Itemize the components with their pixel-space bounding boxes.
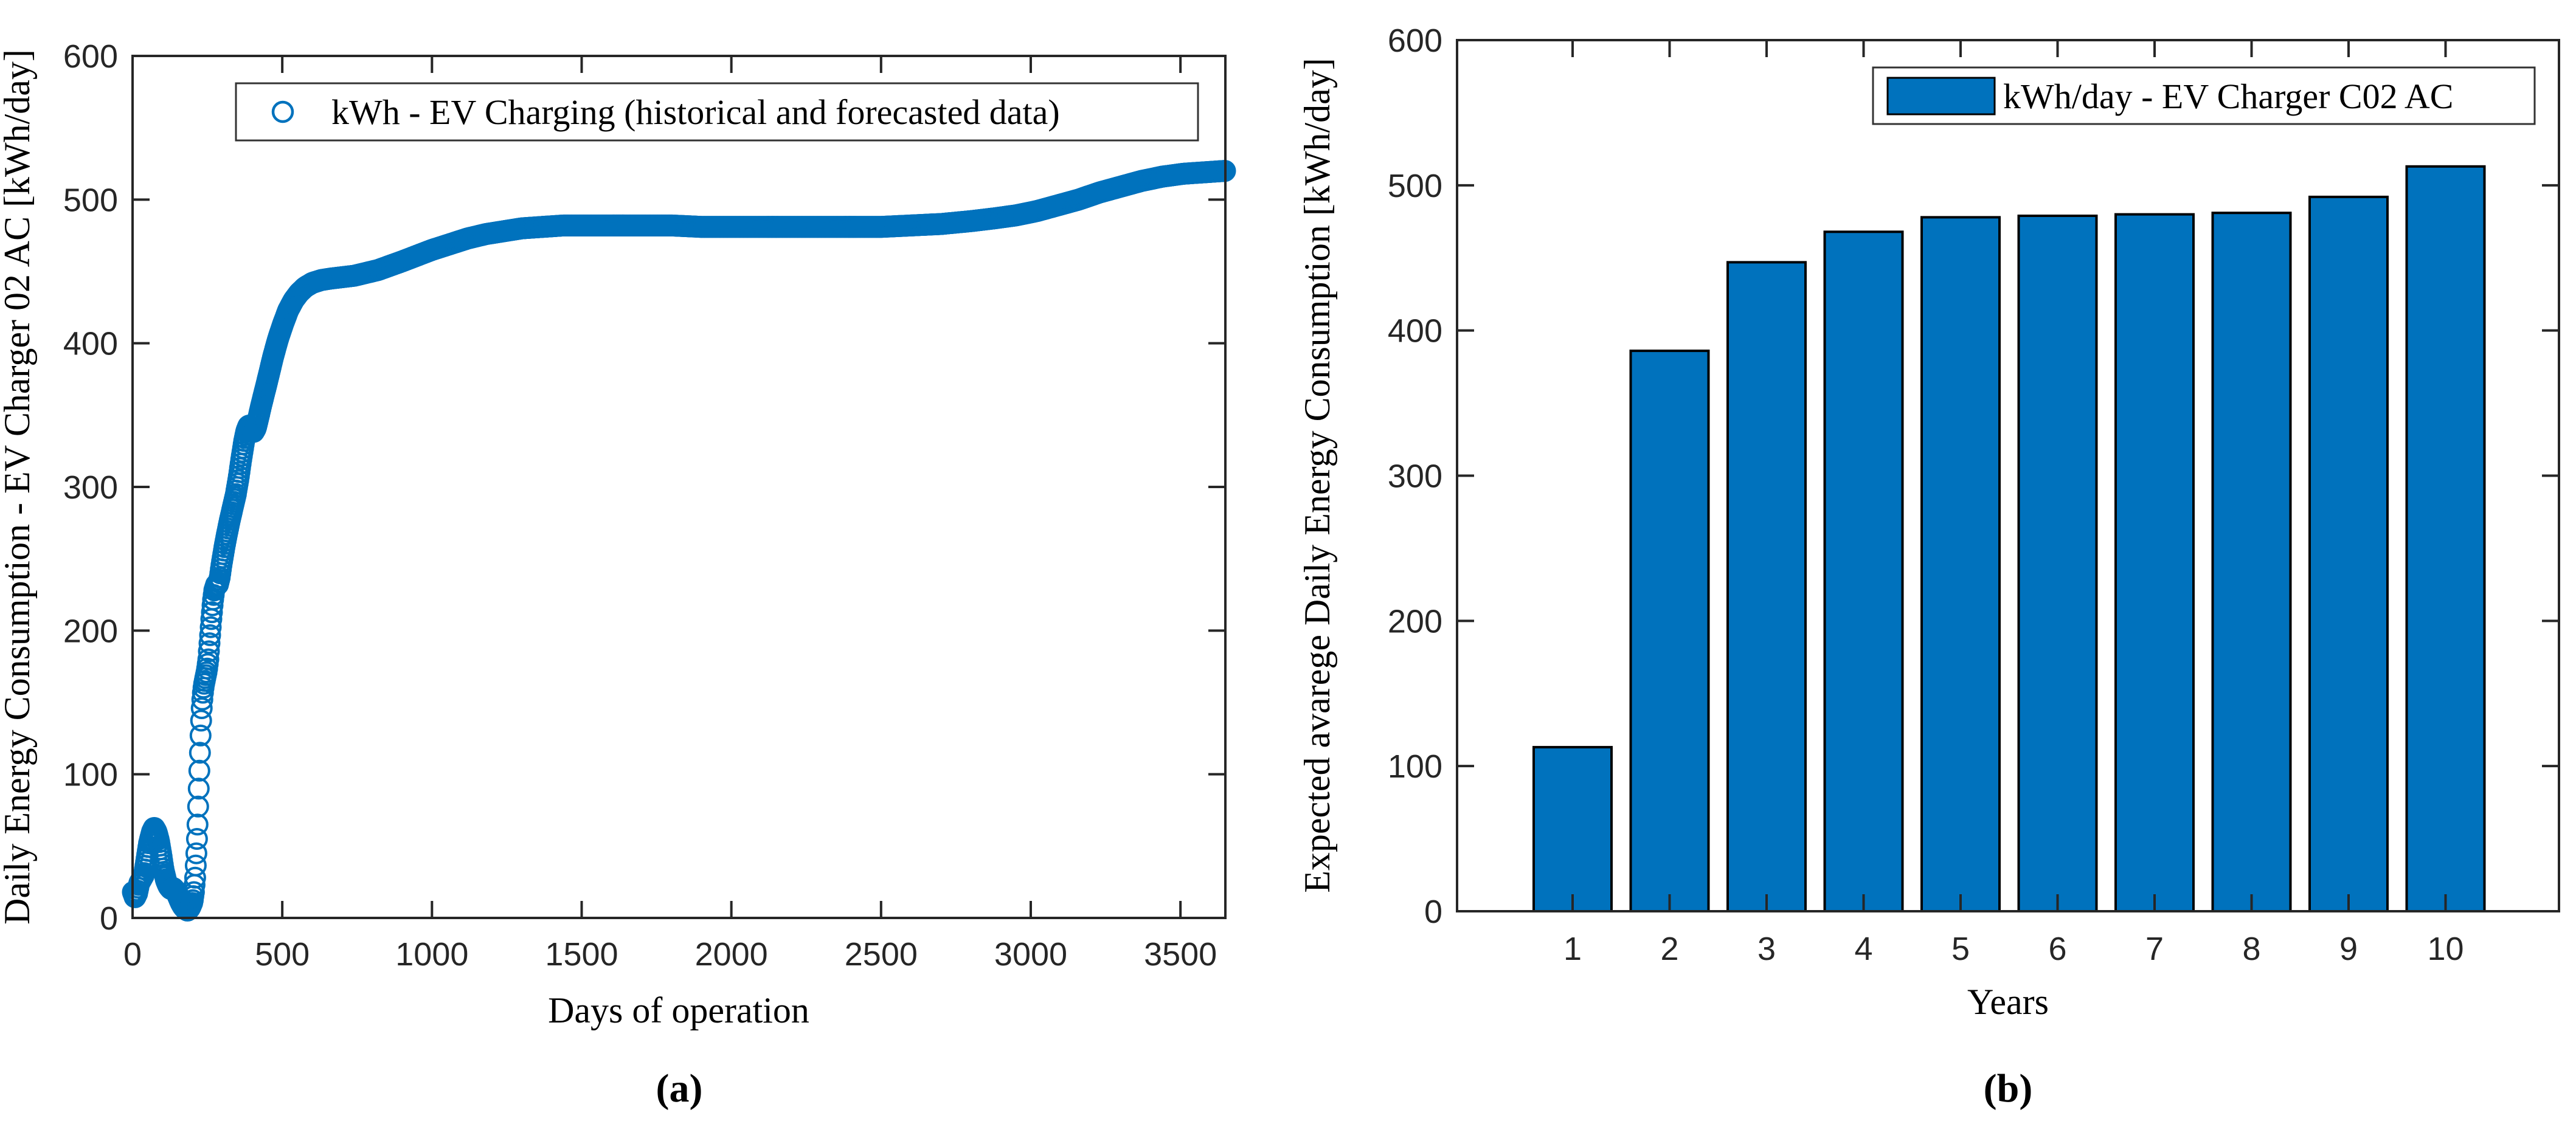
y-tick-label: 100 — [63, 757, 118, 793]
x-tick-label: 3500 — [1144, 936, 1217, 973]
x-tick-label: 2000 — [695, 936, 768, 973]
bar-swatch-icon — [1886, 77, 1996, 116]
scatter-series — [122, 160, 1236, 922]
x-tick-label: 1 — [1563, 931, 1582, 967]
caption-b: (b) — [1984, 1066, 2033, 1111]
y-tick-label: 500 — [63, 182, 118, 218]
legend-box — [235, 82, 1199, 142]
legend-label-a: kWh - EV Charging (historical and foreca… — [331, 92, 1060, 132]
x-tick-label: 6 — [2048, 931, 2066, 967]
x-ticks: 1 2 3 4 5 6 7 8 9 10 — [1563, 40, 2464, 967]
x-axis-label-b: Years — [1967, 982, 2049, 1022]
x-tick-label: 0 — [123, 936, 142, 973]
legend-label-b: kWh/day - EV Charger C02 AC — [2003, 77, 2454, 116]
bar — [1726, 261, 1807, 912]
legend-b: kWh/day - EV Charger C02 AC — [1872, 66, 2536, 125]
y-tick-label: 600 — [63, 38, 118, 75]
y-tick-label: 400 — [1388, 313, 1442, 350]
x-tick-label: 3000 — [994, 936, 1067, 973]
panel-b: 1 2 3 4 5 6 7 8 9 10 0 100 200 300 400 500 600 Expected … — [1288, 0, 2576, 1138]
x-tick-label: 2 — [1660, 931, 1678, 967]
x-tick-label: 2500 — [845, 936, 918, 973]
bar — [2114, 213, 2195, 913]
bar — [2405, 165, 2486, 912]
y-tick-label: 300 — [1388, 458, 1442, 495]
y-tick-label: 600 — [1388, 22, 1442, 59]
x-tick-label: 500 — [255, 936, 310, 973]
y-tick-label: 400 — [63, 326, 118, 362]
x-tick-label: 9 — [2339, 931, 2358, 967]
bar — [2211, 212, 2292, 913]
x-tick-label: 4 — [1854, 931, 1872, 967]
x-tick-label: 7 — [2145, 931, 2164, 967]
x-tick-label: 5 — [1951, 931, 1970, 967]
y-tick-label: 200 — [63, 613, 118, 649]
x-tick-label: 10 — [2427, 931, 2463, 967]
y-tick-label: 0 — [100, 900, 118, 937]
bar — [1629, 350, 1710, 912]
y-tick-label: 500 — [1388, 168, 1442, 204]
y-tick-label: 0 — [1424, 894, 1442, 930]
bar — [1823, 230, 1904, 912]
x-tick-label: 8 — [2242, 931, 2260, 967]
panel-a: 0 500 1000 1500 2000 2500 3000 3500 0 100 200 300 40… — [0, 38, 1236, 1111]
bar — [2308, 195, 2389, 912]
legend-a: kWh - EV Charging (historical and foreca… — [235, 82, 1199, 142]
bar — [1532, 746, 1613, 912]
x-ticks: 0 500 1000 1500 2000 2500 3000 3500 — [123, 56, 1217, 973]
scatter-plot-svg: 0 500 1000 1500 2000 2500 3000 3500 0 100 200 300 40… — [0, 38, 1236, 1111]
y-tick-label: 100 — [1388, 748, 1442, 785]
x-tick-label: 1000 — [395, 936, 468, 973]
bar-series — [1532, 165, 2486, 913]
open-circle-marker-icon — [271, 100, 294, 123]
x-tick-label: 3 — [1757, 931, 1776, 967]
bar — [1920, 216, 2001, 912]
y-tick-label: 300 — [63, 469, 118, 506]
y-axis-label-a: Daily Energy Consumption - EV Charger 02… — [0, 49, 37, 925]
y-ticks: 0 100 200 300 400 500 600 — [63, 38, 1225, 937]
y-tick-label: 200 — [1388, 603, 1442, 640]
y-axis-label-b: Expected avarege Daily Energy Consumptio… — [1297, 58, 1337, 892]
scatter-plot-area: 0 500 1000 1500 2000 2500 3000 3500 0 100 200 300 40… — [63, 38, 1236, 973]
y-ticks: 0 100 200 300 400 500 600 — [1388, 22, 2559, 930]
bar — [2017, 215, 2098, 912]
x-tick-label: 1500 — [545, 936, 618, 973]
x-axis-label-a: Days of operation — [548, 990, 809, 1030]
caption-a: (a) — [656, 1066, 703, 1111]
